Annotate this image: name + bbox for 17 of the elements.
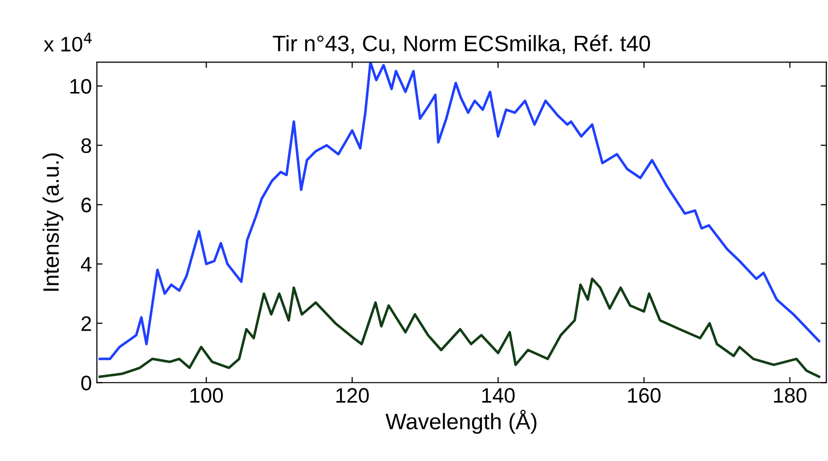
y-tick-label: 6 (81, 198, 92, 212)
text: x 10$^{4}$ (44, 32, 92, 52)
y-axis-title: Intensity (a.u.) (42, 153, 64, 291)
x-tick-label: 180 (774, 388, 806, 403)
line-series (98, 278, 820, 378)
x-tick-label: 160 (628, 388, 661, 403)
x-axis-title: Wavelength (Å) (386, 410, 536, 434)
x-tick-label: 120 (336, 388, 369, 403)
y-tick-label: 0 (81, 376, 92, 390)
x-tick-label: 100 (190, 388, 223, 403)
chart-title: Tir n°43, Cu, Norm ECSmilka, Réf. t40 (272, 34, 650, 54)
y-tick-label: 10 (70, 78, 92, 94)
line-series (98, 62, 820, 360)
y-tick-label: 8 (81, 138, 92, 154)
y-tick-label: 2 (81, 316, 91, 331)
x-tick-label: 140 (482, 388, 515, 403)
y-tick-label: 4 (80, 257, 92, 272)
